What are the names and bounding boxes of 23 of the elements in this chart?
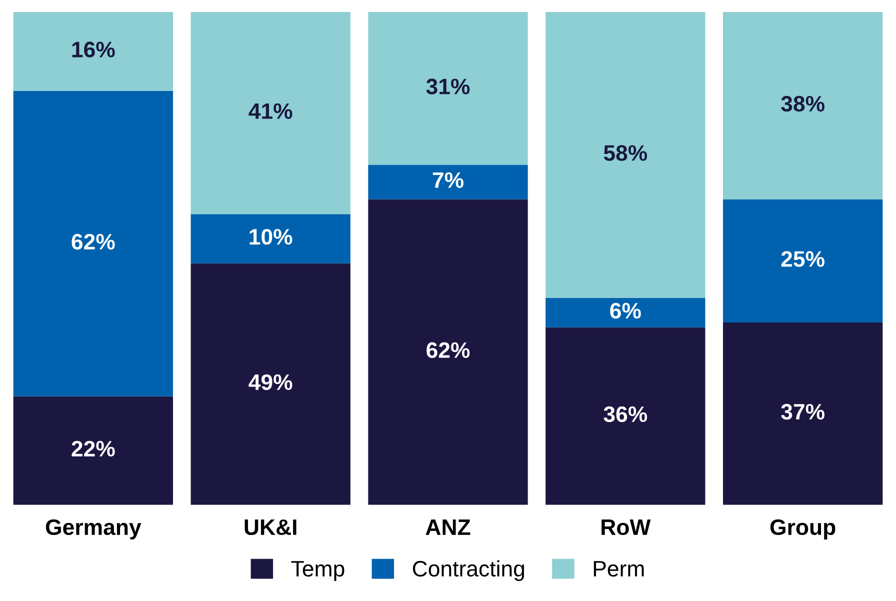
data-label: 58%: [604, 145, 648, 161]
x-tick-label: UK&I: [244, 519, 296, 536]
data-label: 38%: [781, 96, 824, 112]
data-label: 7%: [432, 172, 464, 188]
data-label: 49%: [248, 374, 292, 390]
legend-label: Contracting: [412, 560, 524, 581]
data-label: 25%: [781, 251, 824, 267]
data-label: 36%: [604, 406, 648, 422]
x-tick-label: Germany: [46, 519, 142, 540]
data-label: 62%: [72, 234, 115, 250]
data-label: 62%: [426, 342, 470, 358]
data-label: 16%: [72, 42, 115, 58]
x-tick-label: RoW: [602, 520, 651, 536]
legend-label: Temp: [291, 561, 344, 581]
data-label: 6%: [610, 302, 641, 319]
data-label: 10%: [250, 228, 292, 245]
data-label: 22%: [72, 440, 115, 457]
legend-label: Perm: [594, 561, 644, 577]
x-tick-label: ANZ: [426, 520, 470, 535]
data-label: 37%: [781, 404, 824, 420]
data-label: 41%: [248, 103, 292, 119]
data-label: 31%: [426, 78, 470, 94]
x-tick-label: Group: [770, 519, 836, 540]
